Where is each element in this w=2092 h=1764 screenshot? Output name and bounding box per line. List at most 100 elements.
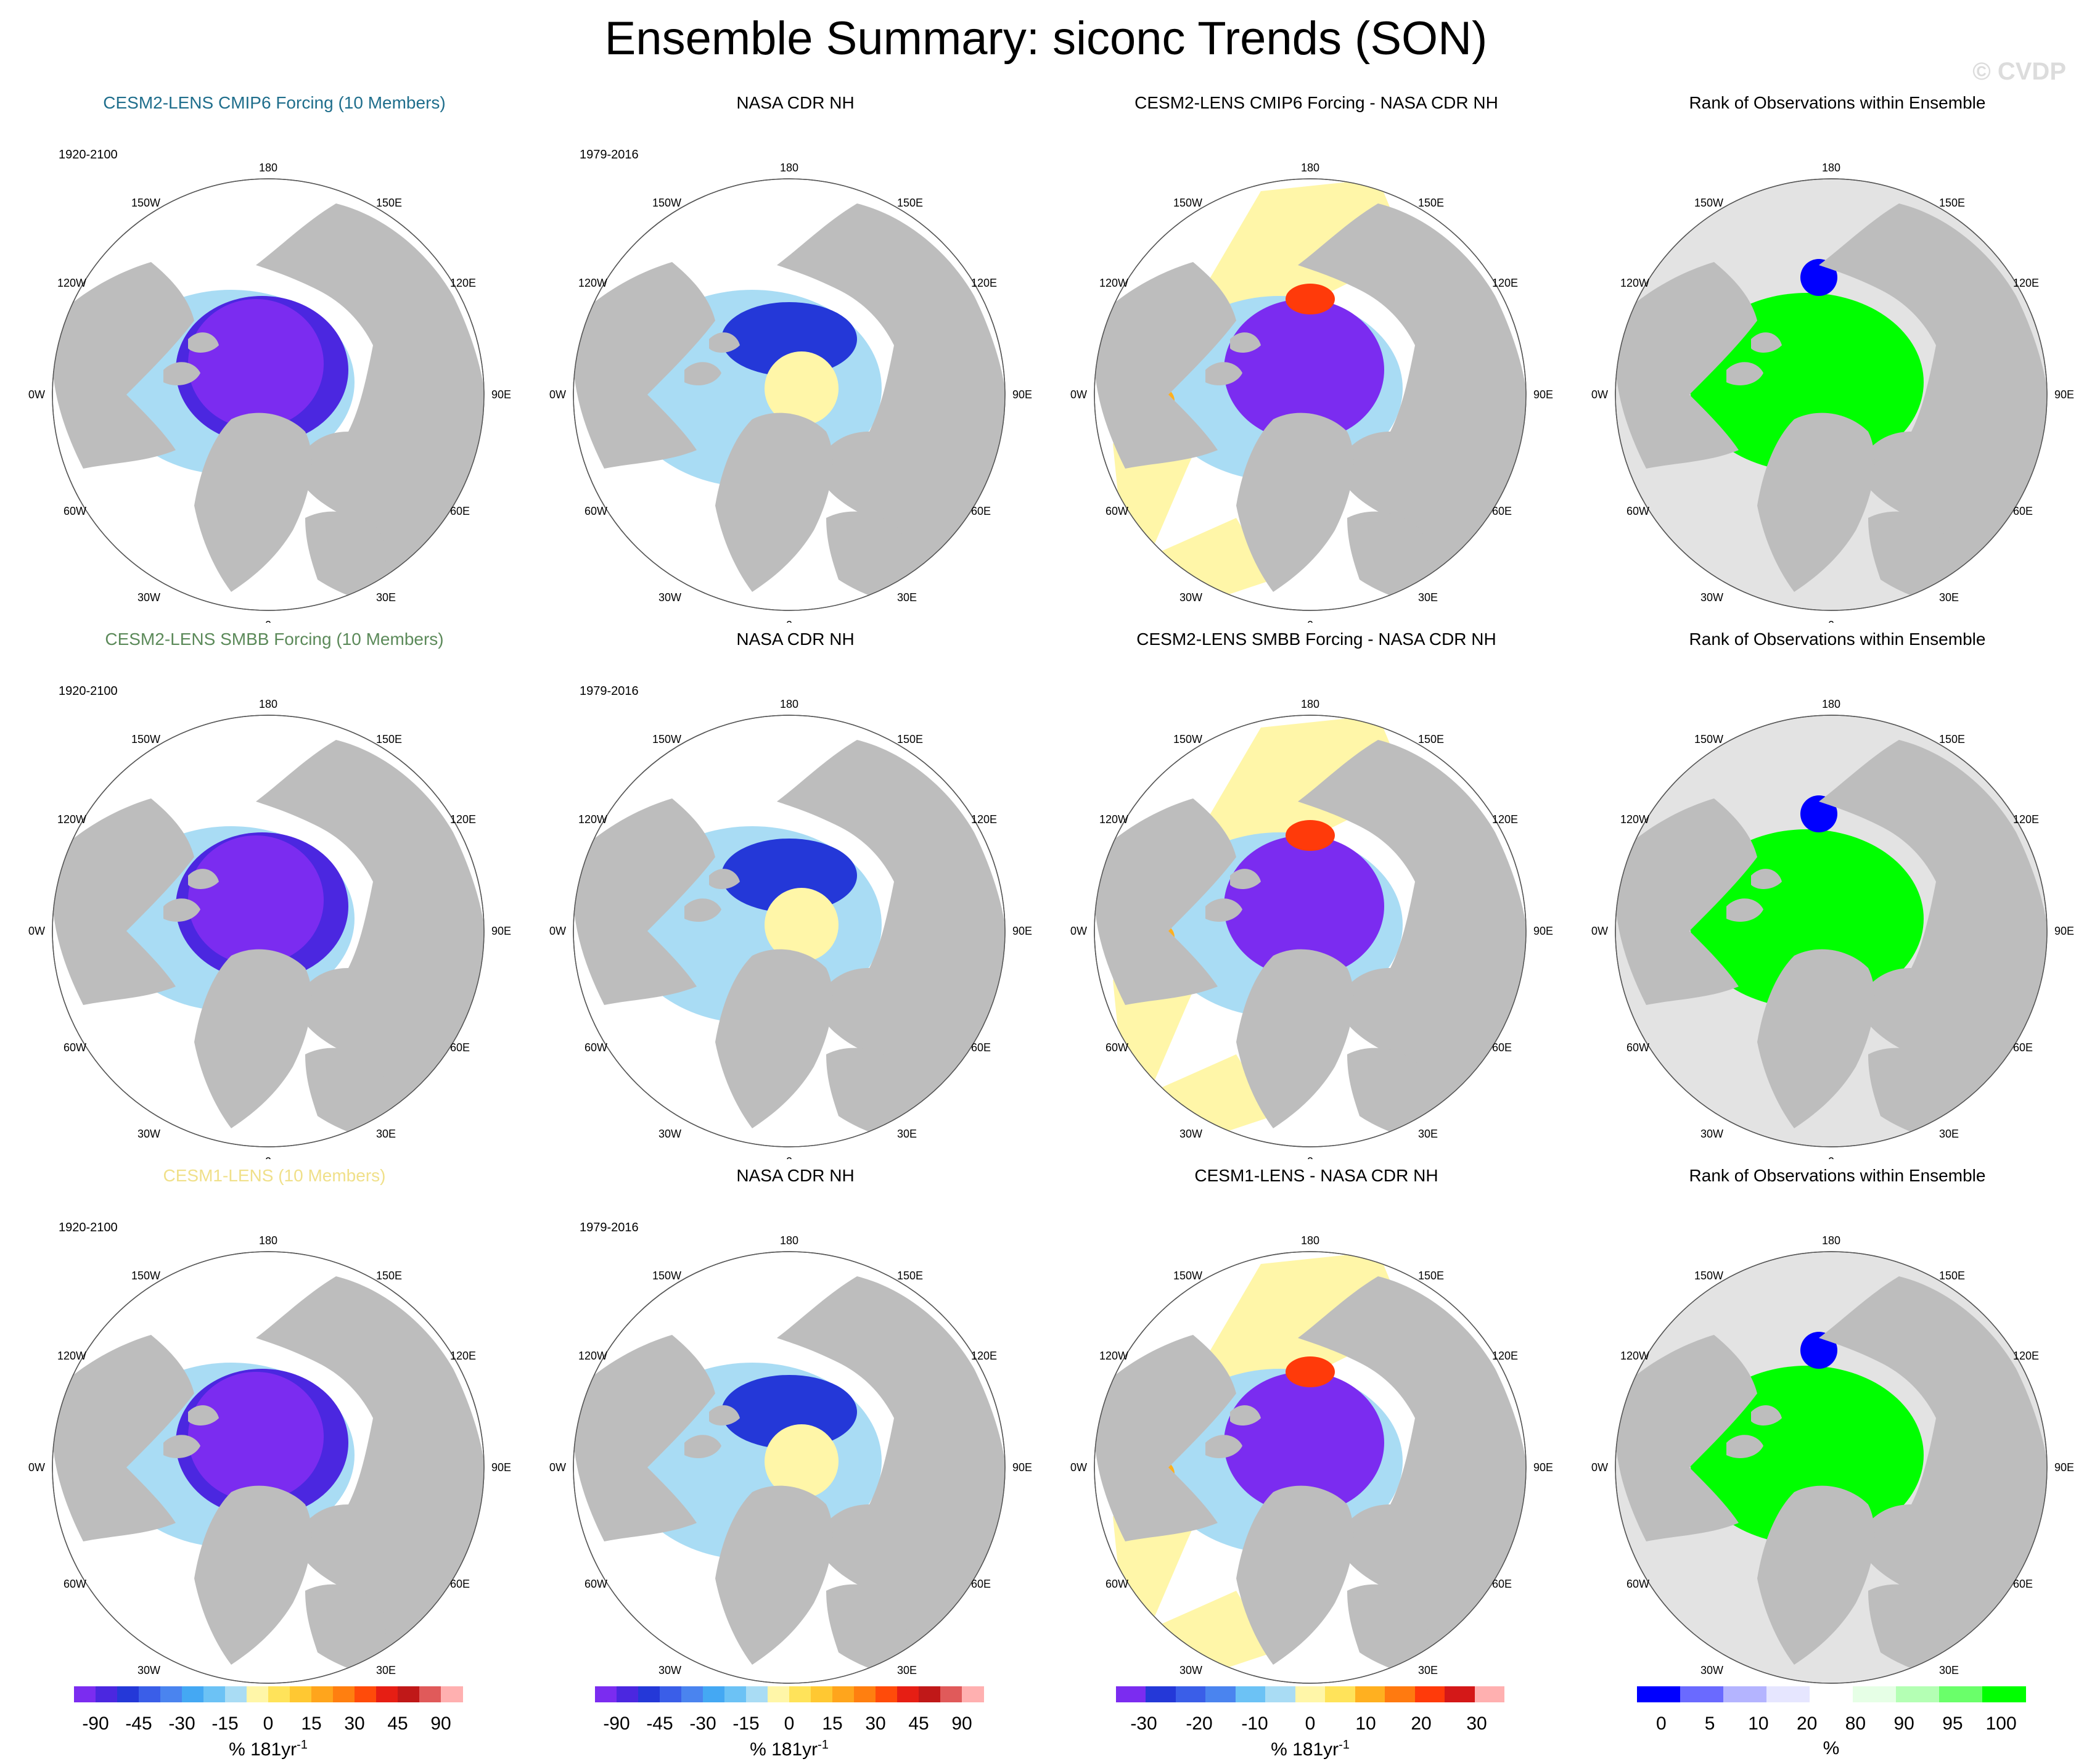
time-period-label: 1979-2016 bbox=[580, 684, 639, 698]
longitude-label: 120W bbox=[578, 813, 607, 826]
page-title: Ensemble Summary: siconc Trends (SON) bbox=[604, 12, 1488, 65]
diff-strong-positive bbox=[1286, 1356, 1335, 1387]
colorbar-swatch bbox=[1853, 1686, 1897, 1702]
longitude-label: 30W bbox=[1179, 591, 1202, 604]
longitude-label: 150E bbox=[376, 197, 402, 209]
longitude-label: 120W bbox=[1099, 1350, 1128, 1362]
model-polar-map: 180 0 90W 90E 150W 150E 120W 120E 60W 60E 30W 30E bbox=[28, 698, 511, 1159]
units-text: % 181yr bbox=[229, 1739, 297, 1760]
longitude-label: 30W bbox=[1700, 1128, 1723, 1140]
land-mass bbox=[1751, 1405, 1782, 1426]
positive-trend-region bbox=[1113, 1252, 1409, 1671]
obs-panel: NASA CDR NH 1979-2016 180 0 90W 90E 150W 150E 12… bbox=[549, 92, 1042, 629]
colorbar-swatch bbox=[1295, 1686, 1326, 1702]
longitude-label: 150W bbox=[131, 733, 160, 745]
longitude-label: 150W bbox=[1694, 197, 1723, 209]
obs-colorbar: -90 -45 -30 -15 0 15 30 45 90 % 181yr-1 bbox=[595, 1686, 984, 1764]
rank-high bbox=[1689, 293, 1924, 472]
positive-trend-region bbox=[1113, 715, 1409, 1134]
longitude-label: 60W bbox=[585, 1578, 607, 1590]
land-mass bbox=[1230, 869, 1261, 889]
land-mass bbox=[305, 511, 386, 604]
longitude-label: 60W bbox=[1626, 1578, 1649, 1590]
longitude-label: 0 bbox=[1828, 1155, 1834, 1159]
map-content bbox=[573, 203, 1005, 604]
colorbar-tick-label: -15 bbox=[211, 1713, 239, 1734]
colorbar-swatch bbox=[789, 1686, 811, 1702]
colorbar-tick-label: 15 bbox=[822, 1713, 843, 1734]
longitude-label: 180 bbox=[1301, 1234, 1319, 1247]
longitude-label: 30W bbox=[658, 1128, 681, 1140]
sea-ice-medium bbox=[721, 302, 857, 377]
colorbar-tick-label: 10 bbox=[1748, 1713, 1769, 1734]
longitude-label: 150W bbox=[131, 1270, 160, 1282]
longitude-label: 60E bbox=[450, 1578, 470, 1590]
longitude-label: 90E bbox=[1012, 925, 1032, 937]
colorbar-swatch bbox=[919, 1686, 941, 1702]
longitude-label: 30E bbox=[1939, 1128, 1959, 1140]
longitude-label: 120E bbox=[450, 1350, 476, 1362]
colorbar-swatch bbox=[1175, 1686, 1206, 1702]
longitude-label: 60E bbox=[971, 1578, 991, 1590]
longitude-label: 120W bbox=[1099, 813, 1128, 826]
model-panel-title: CESM1-LENS (10 Members) bbox=[163, 1166, 386, 1185]
longitude-label: 180 bbox=[1301, 162, 1319, 174]
land-mass bbox=[1298, 740, 1526, 1141]
diff-polar-map: 180 0 90W 90E 150W 150E 120W 120E 60W 60E 30W 30E bbox=[1070, 162, 1553, 623]
longitude-label: 60E bbox=[450, 505, 470, 517]
obs-polar-map: 180 0 90W 90E 150W 150E 120W 120E 60W 60E 30W 30E bbox=[549, 698, 1032, 1159]
longitude-label: 0 bbox=[786, 1155, 792, 1159]
longitude-label: 30E bbox=[897, 1128, 917, 1140]
longitude-label: 30E bbox=[376, 1128, 396, 1140]
land-mass bbox=[709, 869, 740, 889]
longitude-label: 90W bbox=[1591, 1461, 1608, 1474]
rank-polar-map: 180 0 90W 90E 150W 150E 120W 120E 60W 60E 30W 30E bbox=[1591, 698, 2074, 1159]
rank-high bbox=[1689, 829, 1924, 1008]
land-mass bbox=[1819, 1276, 2047, 1677]
colorbar-swatch bbox=[703, 1686, 725, 1702]
land-mass bbox=[573, 798, 715, 1005]
colorbar-swatch bbox=[1810, 1686, 1853, 1702]
longitude-label: 180 bbox=[1301, 698, 1319, 710]
land-mass bbox=[1298, 203, 1526, 604]
longitude-label: 60W bbox=[1626, 1041, 1649, 1054]
diff-panel: CESM1-LENS - NASA CDR NH180090W90E150W15… bbox=[1070, 1165, 1563, 1702]
longitude-label: 60W bbox=[1626, 505, 1649, 517]
longitude-label: 0 bbox=[1307, 619, 1313, 623]
colorbar-swatch bbox=[617, 1686, 639, 1702]
rank-polar-map: 180 0 90W 90E 150W 150E 120W 120E 60W 60E 30W 30E bbox=[1591, 162, 2074, 623]
colorbar-swatch bbox=[398, 1686, 420, 1702]
land-mass bbox=[188, 1405, 219, 1426]
land-mass bbox=[1347, 511, 1428, 604]
colorbar-swatch bbox=[897, 1686, 919, 1702]
longitude-label: 150E bbox=[1939, 733, 1965, 745]
land-mass bbox=[684, 1435, 721, 1458]
land-mass bbox=[1230, 332, 1261, 353]
colorbar-swatch bbox=[1680, 1686, 1724, 1702]
colorbar-swatch bbox=[811, 1686, 833, 1702]
positive-trend-region bbox=[1113, 179, 1409, 598]
longitude-label: 90E bbox=[2054, 1461, 2074, 1474]
colorbar-swatch bbox=[355, 1686, 377, 1702]
longitude-label: 60E bbox=[971, 1041, 991, 1054]
colorbar-swatch bbox=[441, 1686, 463, 1702]
diff-colorbar: -30 -20 -10 0 10 20 30 % 181yr-1 bbox=[1116, 1686, 1505, 1764]
colorbar-tick-label: 15 bbox=[301, 1713, 322, 1734]
longitude-label: 30W bbox=[1700, 591, 1723, 604]
map-content bbox=[573, 740, 1005, 1141]
longitude-label: 150E bbox=[1939, 197, 1965, 209]
colorbar-swatch bbox=[117, 1686, 139, 1702]
colorbar-swatch bbox=[203, 1686, 226, 1702]
diff-strong-negative bbox=[1224, 299, 1384, 441]
longitude-label: 90W bbox=[549, 1461, 566, 1474]
time-period-label: 1979-2016 bbox=[580, 148, 639, 162]
land-mass bbox=[1726, 1435, 1763, 1458]
longitude-label: 90E bbox=[1012, 388, 1032, 401]
land-mass bbox=[1347, 1048, 1428, 1141]
land-mass bbox=[1236, 412, 1354, 592]
colorbar-swatch bbox=[1445, 1686, 1475, 1702]
sea-ice-positive bbox=[765, 1424, 839, 1498]
longitude-label: 90W bbox=[1070, 388, 1087, 401]
longitude-label: 150E bbox=[376, 1270, 402, 1282]
longitude-label: 60E bbox=[1492, 1041, 1512, 1054]
